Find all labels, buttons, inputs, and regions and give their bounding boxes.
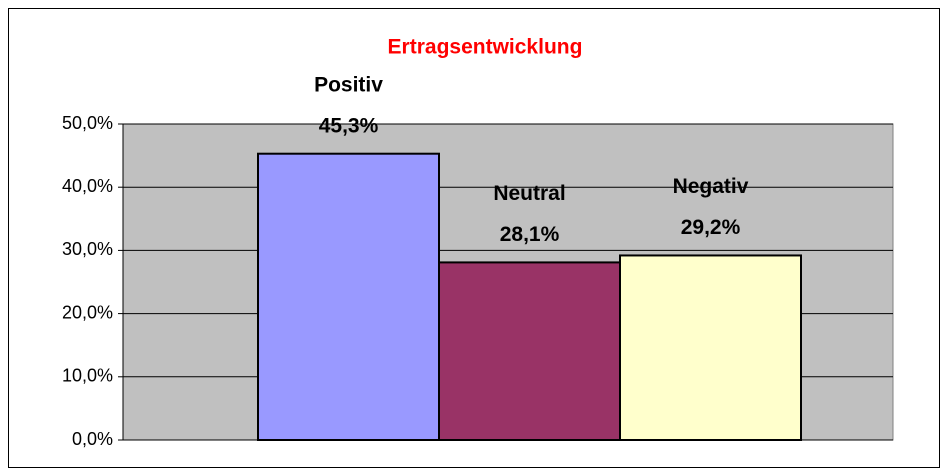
chart-title: Ertragsentwicklung — [388, 36, 583, 59]
category-label: Negativ — [673, 175, 749, 198]
y-tick-label: 40,0% — [62, 176, 113, 196]
data-label: 28,1% — [500, 223, 560, 246]
bar — [619, 254, 802, 441]
category-label: Neutral — [493, 182, 565, 205]
y-tick-label: 10,0% — [62, 366, 113, 386]
bar — [438, 261, 621, 441]
y-tick-label: 50,0% — [62, 113, 113, 133]
y-tick-label: 20,0% — [62, 302, 113, 322]
y-tick-label: 30,0% — [62, 239, 113, 259]
bar — [257, 152, 440, 441]
y-tick-label: 0,0% — [72, 429, 113, 449]
data-label: 45,3% — [319, 114, 379, 137]
data-label: 29,2% — [681, 216, 741, 239]
category-label: Positiv — [314, 73, 383, 96]
